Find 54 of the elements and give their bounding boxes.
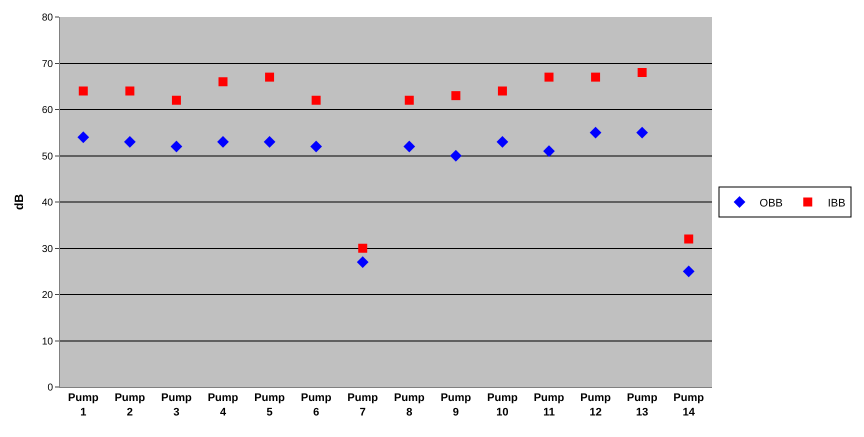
x-tick-label: Pump 3 — [161, 392, 192, 418]
point — [125, 86, 134, 96]
point — [172, 96, 181, 105]
y-tick-label: 80 — [42, 12, 54, 24]
y-tick-label: 70 — [42, 58, 54, 70]
point — [124, 136, 136, 148]
x-tick-label: Pump 7 — [347, 392, 378, 418]
y-tick-label: 60 — [42, 105, 54, 116]
point — [312, 96, 321, 105]
x-tick-label: Pump 12 — [580, 392, 612, 418]
point — [310, 140, 322, 152]
x-tick-label: Pump 9 — [440, 392, 472, 418]
point — [498, 86, 507, 96]
legend-label: IBB — [828, 197, 846, 210]
y-tick-label: 50 — [42, 151, 54, 162]
x-tick-label: Pump 1 — [68, 392, 99, 418]
point — [404, 96, 414, 105]
y-tick-label: 40 — [42, 198, 54, 208]
point — [590, 126, 602, 138]
x-tick-label: Pump 11 — [534, 392, 565, 418]
point — [78, 86, 88, 96]
point — [265, 72, 274, 82]
point — [684, 234, 694, 244]
y-axis-title: dB — [12, 194, 26, 210]
x-tick-label: Pump 10 — [487, 392, 518, 418]
point — [358, 244, 368, 253]
point — [217, 136, 229, 148]
y-tick-label: 0 — [47, 382, 54, 394]
x-tick-label: Pump 2 — [114, 392, 146, 418]
point — [636, 126, 648, 138]
point — [403, 140, 416, 152]
y-tick-label: 10 — [42, 336, 54, 348]
point — [170, 140, 182, 152]
x-tick-label: Pump 4 — [208, 392, 239, 418]
x-tick-label: Pump 6 — [300, 392, 332, 418]
point — [496, 136, 508, 148]
x-tick-label: Pump 13 — [626, 392, 658, 418]
point — [544, 72, 554, 82]
y-tick-label: 30 — [42, 244, 54, 255]
point — [543, 145, 555, 157]
point — [450, 150, 462, 162]
legend-label: OBB — [760, 197, 783, 210]
y-tick-label: 20 — [42, 290, 54, 301]
x-tick-label: Pump 14 — [673, 392, 704, 418]
x-tick-label: Pump 8 — [394, 392, 425, 418]
point — [264, 136, 276, 148]
point — [218, 77, 228, 86]
point — [77, 131, 90, 144]
point — [451, 91, 460, 100]
x-tick-label: Pump 5 — [254, 392, 286, 418]
point — [591, 72, 600, 82]
point — [638, 68, 647, 77]
point — [682, 266, 695, 278]
point — [356, 256, 369, 268]
